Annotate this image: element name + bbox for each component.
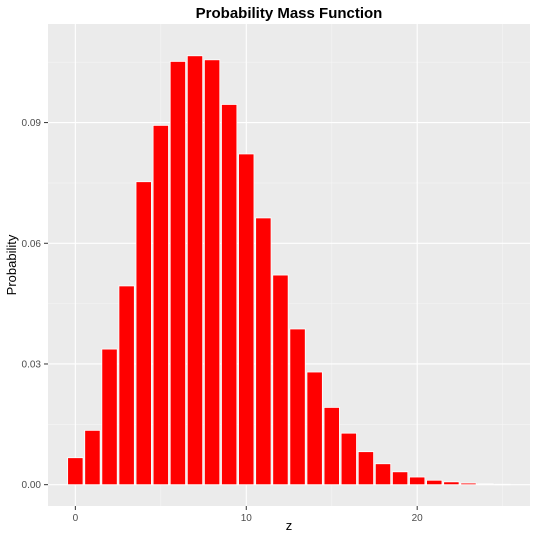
bar-z-12	[272, 274, 289, 486]
bar-z-16	[340, 432, 357, 486]
bar-z-0	[67, 457, 84, 486]
bar-z-24	[477, 483, 494, 486]
x-tick-label: 10	[241, 513, 253, 524]
axis-ticks	[44, 122, 418, 510]
bar-z-17	[357, 451, 375, 486]
bar-z-21	[426, 479, 443, 486]
bar-z-3	[118, 285, 135, 486]
y-tick-label: 0.06	[22, 239, 42, 250]
bar-z-2	[101, 348, 118, 486]
bar-z-22	[443, 481, 460, 486]
x-tick-label: 20	[412, 513, 424, 524]
y-tick-labels: 0.00 0.03 0.06 0.09	[22, 118, 42, 491]
bar-z-7	[186, 55, 204, 486]
bar-z-6	[169, 61, 186, 486]
bar-z-5	[152, 124, 169, 486]
bar-z-18	[374, 463, 392, 486]
bar-z-13	[289, 328, 306, 486]
x-axis-title: z	[286, 518, 293, 533]
bar-z-20	[409, 476, 426, 486]
bar-z-15	[323, 407, 340, 486]
bar-z-19	[392, 471, 409, 486]
bars	[67, 55, 511, 486]
y-axis-title: Probability	[4, 234, 19, 295]
y-tick-label: 0.00	[22, 480, 42, 491]
bar-z-14	[306, 371, 323, 486]
x-tick-label: 0	[73, 513, 79, 524]
bar-z-10	[238, 153, 255, 486]
bar-z-8	[203, 59, 221, 486]
chart-title: Probability Mass Function	[196, 5, 383, 22]
bar-z-25	[494, 483, 511, 486]
bar-z-9	[221, 104, 238, 486]
bar-z-23	[460, 482, 477, 486]
y-tick-label: 0.03	[22, 359, 42, 370]
x-tick-labels: 0 10 20	[73, 513, 424, 524]
bar-z-1	[84, 429, 101, 486]
bar-z-4	[135, 181, 152, 486]
y-tick-label: 0.09	[22, 118, 42, 129]
bar-z-11	[255, 217, 272, 486]
